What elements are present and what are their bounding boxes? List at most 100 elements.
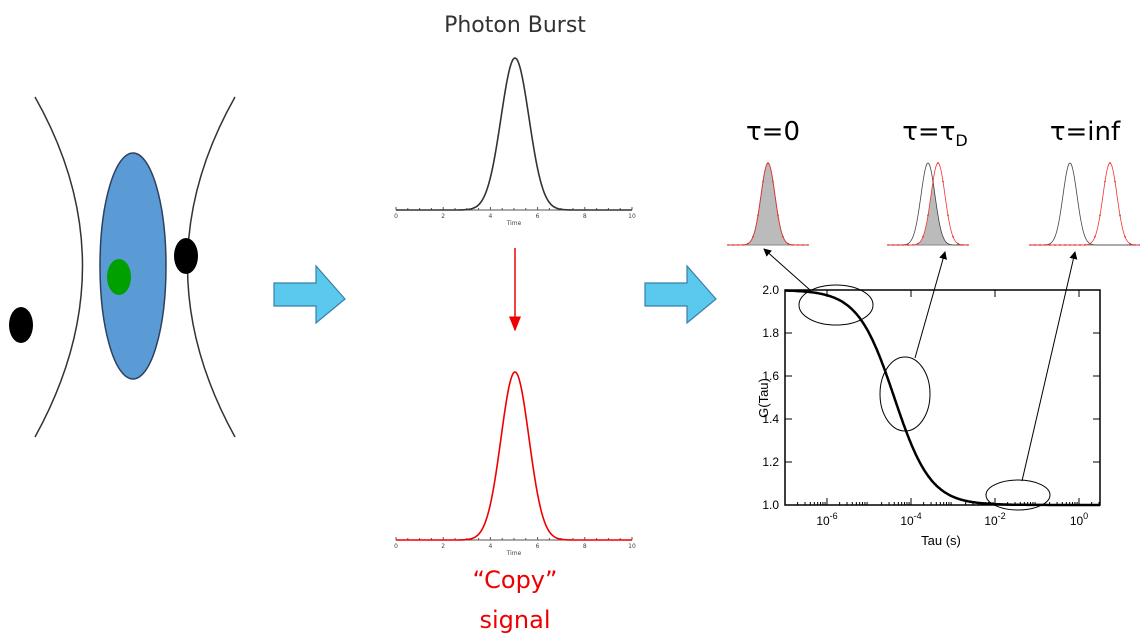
thumb-point (1099, 214, 1101, 217)
time-tick-label: 8 (583, 543, 587, 550)
x-tick-label: 10-6 (816, 511, 837, 528)
time-label: Time (506, 550, 522, 557)
thumb-point (1114, 180, 1116, 183)
thumb-point (902, 244, 904, 246)
thumb-point (772, 180, 774, 183)
x-tick-label: 100 (1070, 511, 1088, 528)
lag-subscript: D (955, 131, 967, 150)
time-tick-label: 10 (628, 543, 636, 550)
thumb-point (752, 235, 754, 238)
lag-label: τ=inf (1050, 117, 1121, 147)
x-tick-label: 10 (984, 514, 998, 528)
thumb-point (797, 244, 799, 246)
y-tick-label: 2.0 (762, 283, 779, 297)
thumb-point (782, 235, 784, 238)
thumb-point (922, 235, 924, 238)
copy-label: signal (480, 606, 551, 634)
y-tick-label: 1.4 (762, 412, 779, 426)
thumb-curve (1030, 162, 1140, 246)
thumb-point (937, 162, 939, 164)
thumb-point (807, 244, 809, 246)
burst-title: Photon Burst (444, 13, 586, 38)
thumb-point (1054, 244, 1056, 246)
y-tick-label: 1.0 (762, 498, 779, 512)
thumb-point (1044, 244, 1046, 246)
thumb-point (1134, 243, 1136, 246)
thumb-point (912, 243, 914, 246)
lag-label: τ=τD (902, 117, 967, 150)
thumb-point (1074, 244, 1076, 246)
thumb-point (762, 180, 764, 183)
time-label: Time (506, 220, 522, 227)
thumb-point (1084, 243, 1086, 246)
thumb-point (1039, 244, 1041, 246)
lag-label: τ=inf (1050, 117, 1121, 147)
time-tick-label: 0 (394, 543, 398, 550)
time-tick-label: 2 (441, 213, 445, 220)
thumb-point (1094, 235, 1096, 238)
time-tick-label: 8 (583, 213, 587, 220)
time-tick-label: 4 (488, 543, 492, 550)
x-tick-label: 10 (816, 514, 830, 528)
thumb-point (787, 242, 789, 245)
thumb-point (727, 244, 729, 246)
correlation-curve (784, 289, 1100, 507)
thumb-point (1119, 214, 1121, 217)
x-tick-label: 10-2 (984, 511, 1005, 528)
thumb-point (892, 244, 894, 246)
copy-label: “Copy” (473, 566, 558, 594)
x-axis-label: Tau (s) (921, 533, 961, 548)
thumb-point (1089, 242, 1091, 245)
x-tick-label: 10 (1070, 514, 1084, 528)
thumb-point (947, 214, 949, 217)
x-tick-exponent: -6 (830, 511, 838, 521)
thumb-point (1104, 180, 1106, 183)
x-tick-exponent: -4 (914, 511, 922, 521)
overlap-area (888, 181, 968, 245)
thumb-point (747, 242, 749, 245)
thumb-point (757, 214, 759, 217)
y-axis-label: G(Tau) (756, 378, 771, 418)
thumb-point (1029, 244, 1031, 246)
y-tick-label: 1.6 (762, 369, 779, 383)
x-tick-label: 10 (900, 514, 914, 528)
thumb-point (1049, 244, 1051, 246)
thumb-point (737, 244, 739, 246)
flow-arrow (273, 264, 717, 325)
thumb-curve (1030, 162, 1140, 246)
lag-ellipses (763, 248, 1078, 511)
time-tick-label: 6 (536, 213, 540, 220)
thumb-point (1124, 235, 1126, 238)
thumb-point (1109, 162, 1111, 164)
thumb-point (932, 180, 934, 183)
thumb-point (777, 214, 779, 217)
y-tick-label: 1.8 (762, 326, 779, 340)
thumb-point (1034, 244, 1036, 246)
thumb-point (887, 244, 889, 246)
lag-label: τ=τ (902, 117, 955, 147)
thumb-point (767, 162, 769, 164)
thumb-point (942, 180, 944, 183)
plot-frame (784, 289, 1101, 506)
thumb-point (1129, 242, 1131, 245)
thumb-point (952, 235, 954, 238)
thumb-point (962, 243, 964, 246)
y-tick-label: 1.2 (762, 455, 779, 469)
burst-curve (396, 371, 632, 541)
thumb-point (1059, 244, 1061, 246)
focal-volume (9, 96, 236, 438)
thumb-point (1064, 244, 1066, 246)
thumb-point (1079, 244, 1081, 246)
thumb-point (927, 214, 929, 217)
time-tick-label: 0 (394, 213, 398, 220)
time-tick-label: 6 (536, 543, 540, 550)
thumb-point (907, 244, 909, 246)
x-tick-label: 10-4 (900, 511, 921, 528)
thumb-point (802, 244, 804, 246)
x-tick-exponent: 0 (1083, 511, 1088, 521)
thumb-point (1069, 244, 1071, 246)
burst-curve (396, 57, 632, 211)
overlap-area (728, 163, 808, 245)
thumb-point (957, 242, 959, 245)
